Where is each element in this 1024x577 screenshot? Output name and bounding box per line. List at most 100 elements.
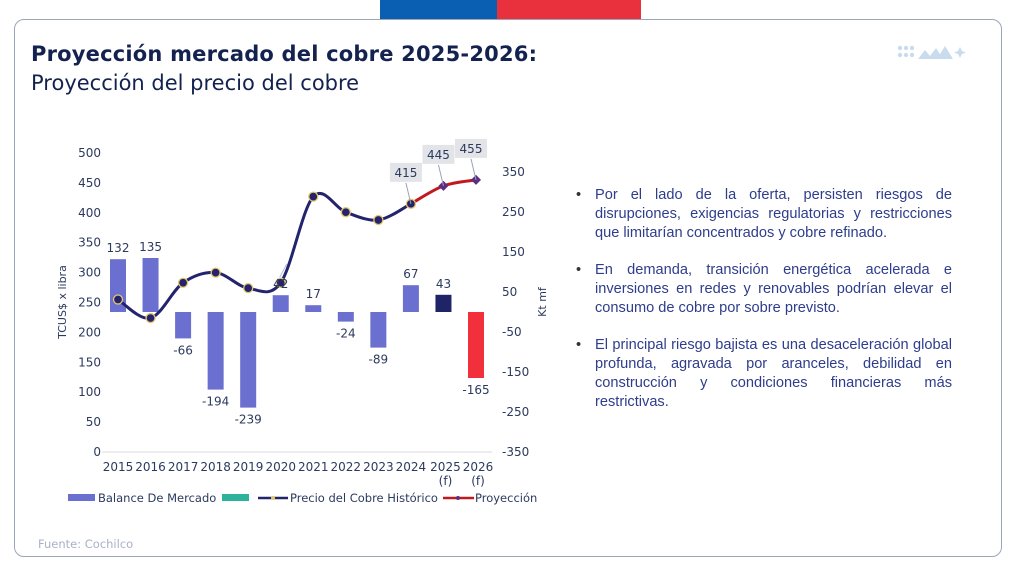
bullet-text: En demanda, transición energética aceler… [595, 262, 952, 316]
y-left-tick-label: 300 [78, 266, 101, 280]
x-tick-label: 2020 [265, 460, 296, 474]
x-tick-label: 2018 [200, 460, 231, 474]
x-tick-label: 2015 [103, 460, 134, 474]
balance-bar-label: 135 [139, 240, 162, 254]
x-tick-label: 2021 [298, 460, 329, 474]
bullet-text: El principal riesgo bajista es una desac… [595, 337, 952, 410]
page-title: Proyección mercado del cobre 2025-2026: [31, 42, 538, 66]
balance-bar [142, 258, 159, 312]
bullet-item: • En demanda, transición energética acele… [574, 261, 952, 318]
balance-bar-label: 43 [436, 277, 451, 291]
legend-marker-projection [456, 496, 460, 500]
y-left-tick-label: 500 [78, 146, 101, 160]
bullet-item: • Por el lado de la oferta, persisten rie… [574, 186, 952, 243]
legend-marker-historic [271, 496, 275, 500]
bullet-item: • El principal riesgo bajista es una desa… [574, 336, 952, 412]
x-tick-label: 2025 [430, 460, 461, 474]
y-left-tick-label: 0 [93, 445, 101, 459]
y-left-tick-label: 350 [78, 236, 101, 250]
legend-label-projection: Proyección [475, 491, 537, 505]
balance-bar-label: -165 [462, 383, 489, 397]
x-tick-label: 2024 [396, 460, 427, 474]
balance-bar [240, 312, 257, 408]
balance-bar [207, 312, 224, 390]
x-tick-label: (f) [471, 474, 485, 488]
bullet-icon: • [576, 187, 582, 203]
y-axis-right-title: Kt mf [536, 286, 549, 317]
legend-swatch-balance [68, 494, 95, 501]
balance-bar [337, 312, 354, 322]
legend-label-balance: Balance De Mercado [98, 491, 216, 505]
historic-price-point [340, 207, 351, 218]
x-tick-label: (f) [439, 474, 453, 488]
x-tick-label: 2026 [463, 460, 494, 474]
y-right-tick-label: 350 [502, 165, 525, 179]
x-tick-label: 2022 [331, 460, 362, 474]
x-tick-label: 2017 [168, 460, 199, 474]
y-left-tick-label: 250 [78, 296, 101, 310]
price-callout-leader [470, 158, 477, 181]
y-right-tick-label: 250 [502, 205, 525, 219]
x-tick-label: 2023 [363, 460, 394, 474]
bullet-text: Por el lado de la oferta, persisten ries… [595, 187, 952, 241]
y-axis-left-title: TCUS$ x libra [56, 265, 69, 340]
price-callout-box [389, 162, 422, 182]
price-callout-box [455, 138, 487, 158]
bullet-icon: • [576, 337, 582, 353]
balance-bar [370, 312, 387, 348]
y-right-tick-label: -350 [502, 445, 529, 459]
balance-bar-label: -66 [173, 343, 193, 357]
y-left-tick-label: 200 [78, 325, 101, 339]
label-leader-line [279, 263, 288, 278]
price-callout-leader [405, 182, 412, 204]
balance-bar-label: -194 [202, 395, 229, 409]
historic-price-point [112, 294, 124, 305]
y-right-tick-label: 50 [502, 285, 517, 299]
historic-price-point [275, 277, 286, 288]
y-right-tick-label: 150 [502, 245, 525, 259]
chart-legend: Balance De Mercado Precio del Cobre Histó… [68, 491, 537, 505]
y-left-tick-label: 400 [78, 206, 101, 220]
y-left-tick-label: 450 [78, 176, 101, 190]
balance-bar-label: 67 [403, 267, 418, 281]
balance-bar-label: 42 [273, 277, 288, 291]
price-callout-label: 445 [427, 148, 450, 162]
price-callout-leader [437, 164, 444, 187]
balance-bar [305, 305, 322, 312]
price-callout-label: 455 [460, 142, 483, 156]
balance-bar-label: -89 [369, 353, 389, 367]
dots-mountains-star-logo-icon [897, 45, 966, 59]
balance-bar-label: 132 [107, 241, 130, 255]
balance-bar-label: -24 [336, 327, 356, 341]
page-subtitle: Proyección del precio del cobre [31, 71, 360, 95]
bullet-icon: • [576, 262, 582, 278]
balance-bar-label: -239 [235, 413, 262, 427]
historic-price-point [243, 282, 254, 294]
price-callout-box [422, 144, 455, 164]
y-right-tick-label: -50 [502, 325, 522, 339]
x-tick-label: 2016 [135, 460, 166, 474]
x-tick-label: 2019 [233, 460, 264, 474]
balance-bar [272, 295, 289, 312]
historic-price-point [210, 267, 221, 278]
balance-bar [175, 312, 192, 339]
historic-price-point [373, 214, 384, 226]
historic-price-line [117, 192, 412, 320]
legend-swatch-unnamed [222, 494, 249, 501]
y-right-tick-label: -250 [502, 405, 529, 419]
balance-bar [468, 312, 484, 378]
y-left-tick-label: 150 [78, 355, 101, 369]
legend-label-historic: Precio del Cobre Histórico [290, 491, 438, 505]
balance-bar-label: 17 [306, 287, 321, 301]
flag-red-stripe [497, 0, 641, 19]
historic-price-point [177, 277, 189, 288]
historic-price-point [145, 312, 156, 324]
bullet-list: • Por el lado de la oferta, persisten rie… [574, 186, 952, 430]
y-left-tick-label: 50 [86, 415, 101, 429]
balance-bar [402, 285, 419, 312]
y-right-tick-label: -150 [502, 365, 529, 379]
y-left-tick-label: 100 [78, 385, 101, 399]
flag-blue-stripe [380, 0, 497, 19]
price-callout-label: 415 [394, 166, 417, 180]
